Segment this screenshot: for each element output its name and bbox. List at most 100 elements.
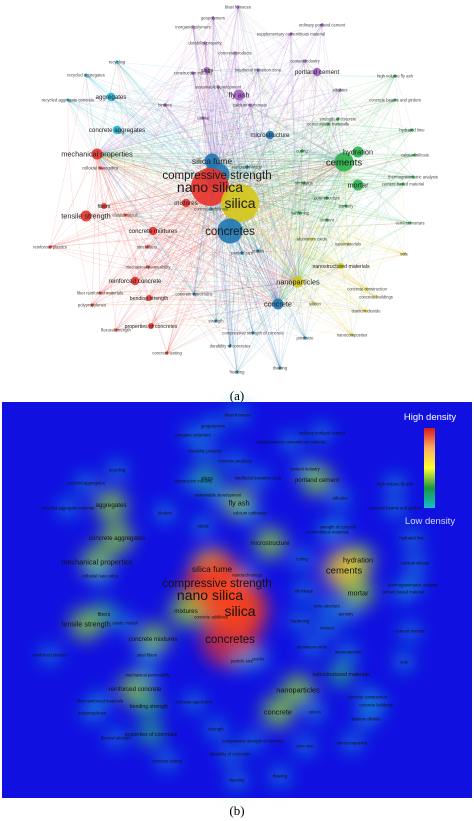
link-curve [237,6,259,71]
link-line [96,153,211,188]
node-fly-ash [233,89,245,101]
node-mixtures [181,198,191,208]
link-line [96,153,411,224]
link-curve [116,61,137,282]
node-curing [300,149,304,153]
density-blob [83,704,101,722]
term-label-properties-of-concretes: properties of concretes [125,324,178,330]
link-line [297,161,345,283]
link-line [216,104,251,176]
node-cement-industry [303,59,307,63]
density-blob [318,619,336,637]
density-term-label-steel-fibers: steel fibers [137,652,157,657]
link-curve [99,26,194,294]
link-line [212,17,241,204]
node-polypropylenes [90,303,94,307]
link-line [166,281,299,354]
link-line [229,230,281,369]
density-blob [229,406,247,424]
link-line [277,303,306,339]
link-line [239,202,281,369]
link-line [236,303,279,373]
link-line [110,96,218,176]
link-line [147,266,299,283]
link-line [96,153,231,232]
link-curve [115,253,405,331]
link-line [277,60,306,305]
node-concrete-products [233,51,237,55]
node-colloidal-nano-silica [98,166,102,170]
node-strength [214,319,218,323]
term-label-silicon: silicon [309,301,321,306]
density-blob [293,550,311,568]
link-curve [192,72,345,163]
link-line [234,52,241,204]
link-line [216,174,328,199]
link-curve [148,17,214,299]
term-label-fibers: fibers [98,204,111,210]
term-label-silicates: silicates [333,87,348,92]
link-curve [103,94,240,207]
link-line [277,184,359,305]
link-line [192,26,213,162]
node-pore-structure [325,196,329,200]
node-interfacial-transition-zone [256,68,260,72]
link-line [229,230,299,283]
link-line [96,104,251,155]
density-blob [77,474,95,492]
link-curve [215,212,301,322]
link-line [134,202,241,282]
term-label-compressive-strength-of-concrete: compressive strength of concrete [222,330,284,335]
link-line [234,52,345,163]
density-blob [221,745,239,763]
link-curve [138,246,149,269]
term-label-concrete-aggregates: concrete aggregates [89,127,145,134]
density-term-label-aluminium-oxide: aluminium oxide [297,644,328,649]
density-blob [108,461,126,479]
density-blob [209,486,227,504]
link-line [216,99,396,176]
link-line [277,205,347,305]
link-curve [192,26,236,54]
link-line [211,160,345,163]
density-term-label-concrete-specimens: concrete specimens [175,699,212,704]
link-curve [49,94,240,248]
link-curve [115,280,136,331]
node-nano-silica [191,168,229,206]
link-line [343,161,349,245]
density-blobs [41,406,424,789]
term-label-concrete: concrete [264,300,292,309]
link-line [321,24,345,163]
link-curve [85,197,328,217]
link-curve [212,17,349,245]
link-line [297,222,411,283]
link-curve [206,59,259,71]
link-line [209,151,359,188]
term-label-reinforced-plastics: reinforced plastics [33,244,67,249]
link-line [229,230,377,298]
density-term-label-durability-property: durability property [188,448,222,453]
link-line [229,183,404,232]
link-curve [164,17,214,106]
link-curve [96,69,208,155]
term-label-fly-ash: fly ash [228,91,249,100]
link-line [216,69,259,176]
link-line [99,167,231,232]
link-curve [192,60,306,74]
link-curve [217,86,414,178]
density-term-label-fibers: fibers [98,612,111,618]
link-line [209,123,329,188]
link-line [116,129,218,176]
link-line [96,153,187,204]
link-line [229,281,299,347]
link-curve [229,205,347,232]
density-blob [158,752,176,770]
link-curve [206,69,305,184]
term-label-supplementary-cementitious-material: supplementary cementitious material [257,31,325,36]
link-line [216,129,413,176]
density-term-label-cracks: cracks [252,656,264,661]
link-line [211,104,251,162]
link-line [193,293,279,305]
link-line [239,75,396,204]
